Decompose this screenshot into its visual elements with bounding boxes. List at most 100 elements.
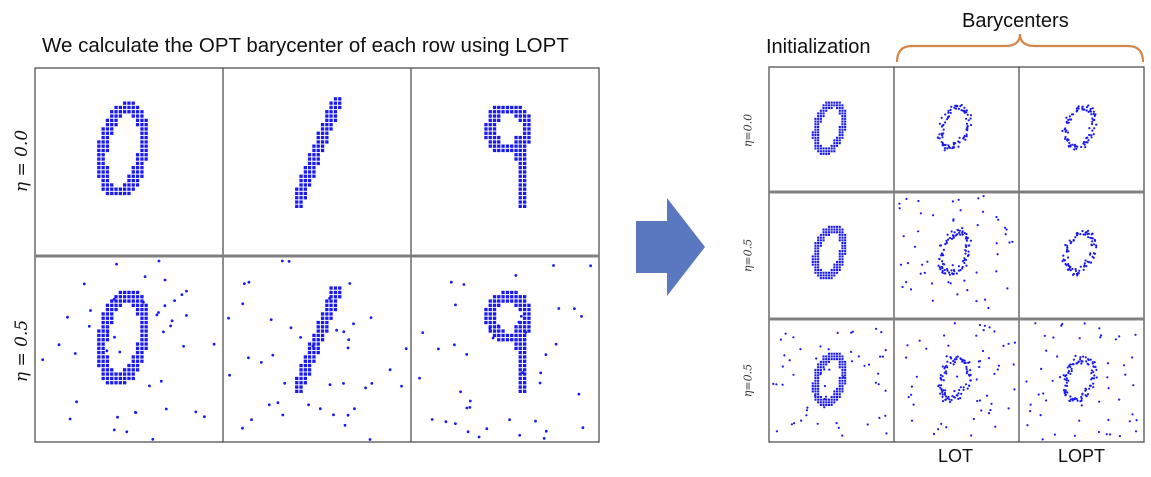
pixel-point	[144, 338, 148, 342]
point	[926, 260, 929, 263]
point	[956, 293, 959, 296]
point	[946, 147, 949, 150]
pixel-point	[101, 183, 105, 187]
point	[180, 293, 184, 296]
point	[1056, 355, 1059, 358]
pixel-point	[838, 268, 841, 271]
point	[1002, 344, 1005, 347]
point	[997, 364, 1001, 367]
point	[963, 231, 966, 235]
pixel-point	[312, 157, 316, 161]
point	[115, 262, 118, 266]
pixel-point	[841, 260, 844, 263]
point	[1068, 115, 1071, 118]
point	[73, 352, 77, 355]
pixel-point	[811, 390, 814, 393]
point	[352, 322, 355, 326]
pixel-point	[844, 368, 847, 371]
point	[1087, 104, 1090, 107]
point	[1092, 112, 1095, 116]
pixel-point	[510, 110, 514, 114]
point	[945, 118, 949, 121]
pixel-point	[329, 127, 333, 131]
pixel-point	[518, 329, 522, 333]
point	[945, 426, 948, 429]
point	[962, 386, 965, 389]
point	[1076, 274, 1079, 277]
point	[965, 109, 968, 112]
point	[1080, 362, 1083, 365]
pixel-point	[127, 368, 131, 372]
point	[1064, 137, 1067, 140]
point	[965, 135, 968, 138]
pixel-point	[838, 101, 841, 104]
pixel-point	[844, 379, 847, 382]
point	[1092, 118, 1095, 121]
point	[898, 202, 901, 205]
pixel-point	[817, 387, 820, 390]
pixel-point	[144, 307, 148, 312]
point	[940, 378, 943, 381]
pixel-point	[110, 118, 114, 122]
point	[938, 122, 942, 125]
pixel-point	[329, 312, 333, 316]
point	[949, 111, 952, 114]
pixel-point	[329, 101, 333, 105]
pixel-point	[814, 368, 817, 371]
point	[950, 105, 953, 108]
pixel-point	[817, 117, 820, 120]
pixel-point	[303, 187, 307, 191]
pixel-point	[817, 395, 820, 398]
point	[1029, 403, 1032, 406]
pixel-point	[819, 117, 822, 120]
point	[112, 297, 116, 301]
point	[850, 350, 853, 353]
pixel-point	[833, 144, 836, 147]
point	[963, 106, 966, 109]
pixel-point	[295, 389, 299, 393]
pixel-point	[110, 114, 114, 118]
pixel-point	[97, 342, 101, 346]
point	[1063, 378, 1066, 381]
pixel-point	[822, 355, 825, 358]
point	[1090, 378, 1093, 381]
point	[1086, 136, 1089, 139]
point	[978, 365, 981, 369]
pixel-point	[325, 307, 329, 312]
pixel-point	[814, 387, 817, 390]
point	[967, 119, 970, 122]
point	[508, 418, 511, 422]
pixel-point	[140, 140, 144, 144]
pixel-point	[518, 363, 522, 368]
pixel-point	[135, 161, 140, 166]
point	[1062, 388, 1066, 392]
pixel-point	[329, 286, 333, 290]
pixel-point	[114, 372, 118, 376]
pixel-point	[814, 395, 817, 398]
pixel-point	[325, 123, 329, 127]
pixel-point	[329, 123, 333, 127]
point	[1085, 231, 1088, 234]
point	[1068, 141, 1071, 144]
pixel-point	[307, 157, 312, 161]
point	[978, 323, 982, 327]
pixel-point	[814, 371, 817, 374]
pixel-point	[817, 379, 820, 382]
pixel-point	[303, 372, 307, 376]
point	[1095, 123, 1098, 126]
barycenters-label: Barycenters	[962, 10, 1069, 32]
pixel-point	[518, 174, 522, 178]
pixel-point	[814, 390, 817, 393]
point	[1087, 363, 1090, 366]
point	[1106, 362, 1110, 365]
pixel-point	[523, 170, 527, 174]
point	[1087, 229, 1090, 232]
point	[946, 269, 949, 272]
pixel-point	[819, 112, 822, 115]
point	[462, 283, 466, 286]
point	[905, 281, 908, 284]
point	[1107, 387, 1110, 390]
pixel-point	[841, 228, 844, 231]
point	[346, 413, 350, 417]
pixel-point	[97, 166, 101, 170]
